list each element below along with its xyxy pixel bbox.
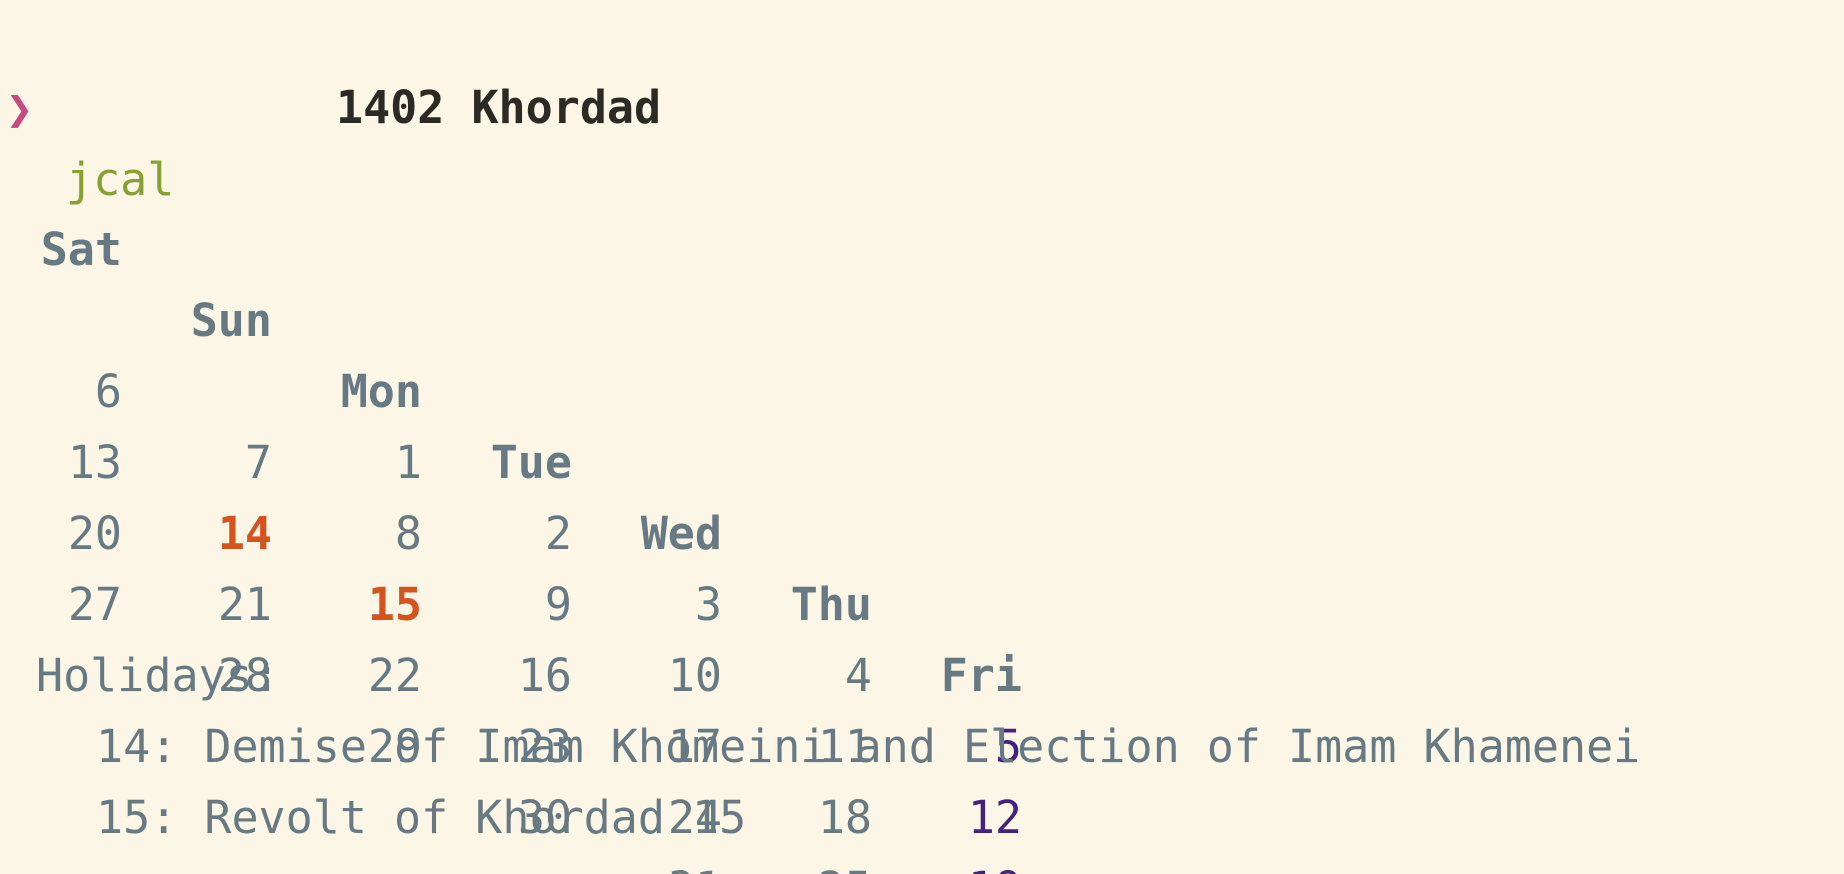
friday-day-cell: 19 bbox=[930, 853, 1022, 874]
day-cell: 4 bbox=[844, 649, 872, 702]
day-cell: 2 bbox=[544, 507, 572, 560]
day-cell: 29 bbox=[367, 720, 422, 773]
holiday-day-cell: 15 bbox=[367, 578, 422, 631]
day-cell: 27 bbox=[67, 578, 122, 631]
weekday-mon: Mon bbox=[340, 365, 422, 418]
day-cell: 1 bbox=[394, 436, 422, 489]
day-cell: 21 bbox=[217, 578, 272, 631]
weekday-header-row: Sat Sun Mon Tue Wed Thu Fri bbox=[0, 143, 1100, 702]
day-cell: 8 bbox=[394, 507, 422, 560]
week-row: 13 14 15 16 17 18 19 bbox=[0, 356, 1100, 874]
day-cell: 16 bbox=[517, 649, 572, 702]
prompt-chevron-icon: ❯ bbox=[6, 82, 34, 135]
day-cell: 9 bbox=[544, 578, 572, 631]
weekday-thu: Thu bbox=[790, 578, 872, 631]
day-cell: 10 bbox=[667, 649, 722, 702]
weekday-tue: Tue bbox=[490, 436, 572, 489]
friday-day-cell: 12 bbox=[967, 791, 1022, 844]
day-cell: 25 bbox=[780, 853, 872, 874]
week-row: 27 28 29 30 31 bbox=[0, 498, 1100, 874]
holiday-entry: 14: Demise of Imam Khomeini and Election… bbox=[96, 720, 1641, 773]
day-cell: 11 bbox=[817, 720, 872, 773]
command-text: jcal bbox=[66, 153, 175, 206]
weekday-fri: Fri bbox=[940, 649, 1022, 702]
holiday-entry: 15: Revolt of Khordad 15 bbox=[96, 791, 747, 844]
day-cell: 18 bbox=[817, 791, 872, 844]
weekday-sat: Sat bbox=[40, 223, 122, 276]
day-cell: 7 bbox=[244, 436, 272, 489]
day-cell: 24 bbox=[667, 791, 722, 844]
day-cell: 22 bbox=[367, 649, 422, 702]
day-cell: 13 bbox=[67, 436, 122, 489]
day-cell: 17 bbox=[667, 720, 722, 773]
friday-day-cell: 5 bbox=[994, 720, 1022, 773]
week-row: 20 21 22 23 24 25 26 bbox=[0, 427, 1100, 874]
holidays-heading: Holidays: bbox=[36, 649, 280, 702]
day-cell: 6 bbox=[94, 365, 122, 418]
weekday-sun: Sun bbox=[190, 294, 272, 347]
day-cell: 23 bbox=[517, 720, 572, 773]
calendar-title: 1402 Khordad bbox=[336, 81, 662, 134]
weekday-wed: Wed bbox=[640, 507, 722, 560]
day-cell: 30 bbox=[517, 791, 572, 844]
holiday-day-cell: 14 bbox=[217, 507, 272, 560]
week-row: 6 7 8 9 10 11 12 bbox=[0, 285, 1100, 844]
day-cell: 20 bbox=[67, 507, 122, 560]
day-cell: 31 bbox=[630, 853, 722, 874]
day-cell: 28 bbox=[217, 649, 272, 702]
day-cell: 3 bbox=[694, 578, 722, 631]
week-row: 1 2 3 4 5 bbox=[0, 214, 1100, 773]
prompt-line: ❯ jcal bbox=[0, 2, 174, 206]
